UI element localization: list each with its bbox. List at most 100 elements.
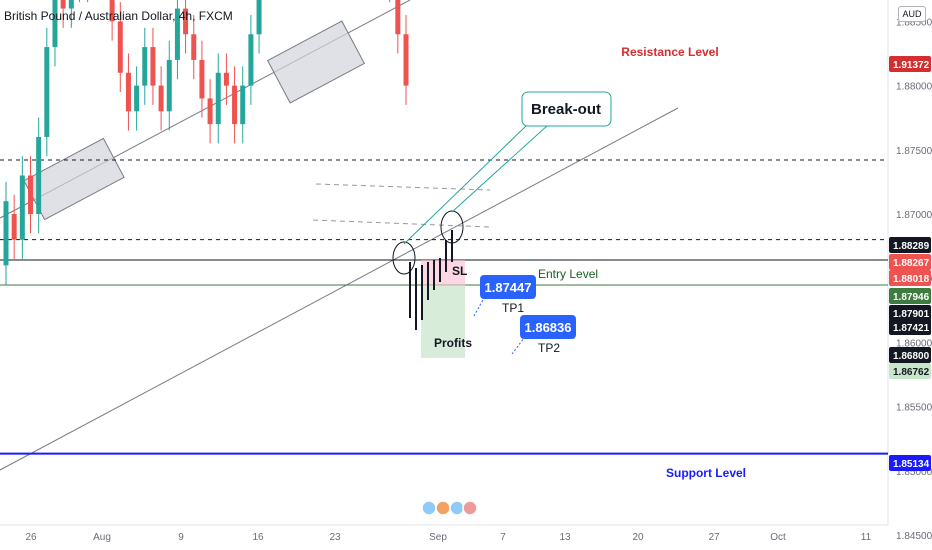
y-tick-label: 1.85000: [896, 467, 932, 478]
profits-label: Profits: [434, 336, 472, 350]
x-tick-label: Aug: [93, 532, 111, 543]
x-tick-label: Oct: [770, 532, 786, 543]
candle-body: [183, 8, 189, 35]
candle-body: [36, 136, 42, 214]
candle-body: [27, 175, 33, 214]
candle-body: [248, 34, 254, 86]
price-badge: [889, 288, 931, 304]
candle-body: [166, 59, 172, 112]
chart-title: British Pound / Australian Dollar, 4h, F…: [4, 9, 233, 23]
candle-body: [125, 72, 131, 112]
candle-body: [117, 21, 123, 73]
price-badge: [889, 270, 931, 286]
x-tick-label: 23: [329, 532, 341, 543]
candle-body: [395, 0, 401, 35]
channel-lower-line: [0, 107, 679, 471]
callout-pointer: [403, 124, 528, 245]
price-badge-label: 1.91372: [893, 60, 930, 71]
x-tick-label: 20: [632, 532, 644, 543]
candle-body: [240, 85, 246, 125]
price-badge-label: 1.88267: [893, 258, 930, 269]
event-flag-icon: [421, 500, 437, 516]
breakout-circle-left: [392, 241, 416, 275]
candle-body: [52, 0, 58, 48]
x-tick-label: 7: [500, 532, 506, 543]
x-tick-label: 11: [861, 532, 872, 543]
price-badge: [889, 254, 931, 270]
callout-pointer: [451, 124, 549, 213]
candle-body: [174, 8, 180, 60]
price-badge: [889, 347, 931, 363]
event-flag-icon: [462, 500, 478, 516]
candle-body: [150, 47, 156, 86]
price-badge-label: 1.87901: [893, 309, 930, 320]
candle-body: [19, 175, 25, 240]
y-tick-label: 1.87000: [896, 210, 932, 221]
price-badge: [889, 237, 931, 253]
breakout-circle-right: [440, 210, 464, 244]
price-badge-label: 1.85134: [893, 459, 930, 470]
price-badge: [889, 305, 931, 321]
breakout-callout-box: [521, 91, 612, 127]
candle-body: [60, 0, 66, 9]
consolidation-top: [315, 183, 491, 191]
tp2-tag: [520, 315, 576, 339]
y-tick-label: 1.88500: [896, 17, 932, 28]
candle-body: [256, 0, 262, 35]
candle-body: [199, 59, 205, 99]
price-badge: [889, 319, 931, 335]
price-badge-label: 1.87421: [893, 323, 930, 334]
y-tick-label: 1.88000: [896, 82, 932, 93]
x-tick-label: 26: [25, 532, 37, 543]
tp1-value: 1.87447: [485, 280, 532, 295]
candle-body: [44, 47, 50, 137]
support-label: Support Level: [666, 466, 746, 480]
price-badge-label: 1.87946: [893, 292, 930, 303]
candle-body: [68, 0, 74, 9]
tp1-label: TP1: [502, 301, 524, 315]
candle-body: [403, 34, 409, 86]
x-tick-label: 27: [708, 532, 720, 543]
highlight-box-top: [266, 20, 366, 104]
candle-body: [142, 47, 148, 86]
price-badge-label: 1.86800: [893, 351, 930, 362]
candle-body: [134, 85, 140, 112]
tp2-value: 1.86836: [525, 320, 572, 335]
y-tick-label: 1.87500: [896, 146, 932, 157]
candle-body: [3, 201, 9, 266]
price-badge-label: 1.86762: [893, 367, 930, 378]
event-flag-icon: [435, 500, 451, 516]
y-tick-label: 1.86000: [896, 338, 932, 349]
currency-badge[interactable]: AUD: [898, 6, 926, 22]
highlight-box-left: [23, 137, 125, 221]
tp2-label: TP2: [538, 341, 560, 355]
candle-body: [232, 85, 238, 125]
price-badge-label: 1.88018: [893, 274, 930, 285]
x-tick-label: Sep: [429, 532, 447, 543]
sl-label: SL: [452, 264, 467, 278]
y-tick-label: 1.84500: [896, 531, 932, 542]
candle-body: [223, 72, 229, 86]
event-flag-icon: [449, 500, 465, 516]
candle-body: [215, 72, 221, 125]
tp1-pointer: [473, 297, 485, 317]
candle-body: [191, 34, 197, 60]
candle-body: [11, 214, 17, 240]
x-tick-label: 16: [252, 532, 264, 543]
entry-label: Entry Level: [538, 267, 598, 281]
price-badge: [889, 455, 931, 471]
tp1-tag: [480, 275, 536, 299]
candle-body: [109, 0, 115, 22]
x-tick-label: 9: [178, 532, 184, 543]
consolidation-bottom: [312, 219, 491, 228]
tp2-pointer: [511, 337, 525, 355]
candle-body: [158, 85, 164, 112]
price-badge: [889, 363, 931, 379]
price-badge: [889, 56, 931, 72]
price-badge-label: 1.88289: [893, 241, 930, 252]
y-tick-label: 1.85500: [896, 403, 932, 414]
breakout-label: Break-out: [531, 101, 601, 118]
resistance-label: Resistance Level: [621, 45, 718, 59]
candle-body: [207, 98, 213, 125]
